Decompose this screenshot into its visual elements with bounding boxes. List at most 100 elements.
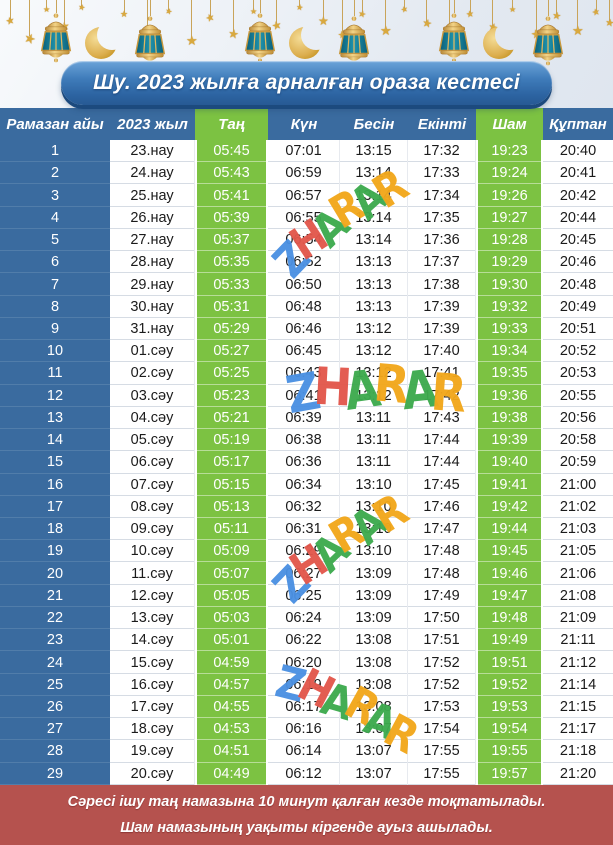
time-cell: 19:34	[476, 340, 543, 363]
time-cell: 13:14	[340, 228, 408, 252]
hanging-star: ★	[357, 0, 367, 20]
lantern-icon	[40, 13, 72, 63]
time-cell: 06:57	[268, 184, 340, 207]
time-cell: 06:43	[268, 362, 340, 385]
string	[577, 0, 579, 28]
time-cell: 19:48	[476, 606, 543, 630]
time-cell: 17:39	[408, 317, 476, 341]
time-cell: 06:17	[268, 695, 340, 719]
ramadan-day-cell: 12	[0, 384, 110, 407]
time-cell: 13:07	[340, 740, 408, 763]
column-header-6: Шам	[476, 108, 543, 140]
time-cell: 19:47	[476, 584, 543, 607]
lantern-icon	[134, 16, 166, 66]
hanging-star: ★	[5, 0, 16, 28]
time-cell: 17:49	[408, 584, 476, 607]
time-cell: 05:43	[195, 162, 268, 185]
time-cell: 21:08	[543, 584, 613, 607]
time-cell: 19:23	[476, 140, 543, 163]
crescent-moon	[480, 26, 524, 65]
time-cell: 20:41	[543, 162, 613, 185]
time-cell: 19:42	[476, 495, 543, 518]
time-cell: 06:36	[268, 451, 340, 474]
time-cell: 21:03	[543, 517, 613, 541]
time-cell: 06:50	[268, 273, 340, 296]
hanging-star: ★	[43, 0, 50, 14]
star-icon: ★	[604, 17, 613, 30]
time-cell: 04:51	[195, 740, 268, 763]
time-cell: 05:25	[195, 362, 268, 385]
time-cell: 13:12	[340, 362, 408, 385]
date-cell: 14.сәу	[110, 629, 195, 652]
ramadan-day-cell: 26	[0, 695, 110, 719]
date-cell: 25.нау	[110, 184, 195, 207]
time-cell: 13:12	[340, 317, 408, 341]
time-cell: 17:32	[408, 140, 476, 163]
time-cell: 13:11	[340, 406, 408, 430]
ramadan-day-cell: 2	[0, 162, 110, 185]
ramadan-day-cell: 5	[0, 228, 110, 252]
time-cell: 20:52	[543, 340, 613, 363]
time-cell: 21:17	[543, 718, 613, 741]
time-cell: 04:55	[195, 695, 268, 719]
lantern	[336, 0, 372, 71]
time-cell: 17:37	[408, 251, 476, 274]
date-cell: 18.сәу	[110, 718, 195, 741]
string	[426, 0, 428, 22]
time-cell: 06:41	[268, 384, 340, 407]
star-icon: ★	[572, 23, 584, 38]
time-cell: 19:54	[476, 718, 543, 741]
time-cell: 05:13	[195, 495, 268, 518]
ramadan-day-cell: 1	[0, 140, 110, 163]
date-cell: 04.сәу	[110, 406, 195, 430]
time-cell: 13:13	[340, 295, 408, 318]
time-cell: 17:55	[408, 740, 476, 763]
star-icon: ★	[186, 33, 198, 48]
date-cell: 19.сәу	[110, 740, 195, 763]
string	[209, 0, 211, 17]
hanging-star: ★	[295, 0, 304, 13]
ramadan-day-cell: 7	[0, 273, 110, 296]
date-cell: 12.сәу	[110, 584, 195, 607]
time-cell: 05:23	[195, 384, 268, 407]
date-cell: 01.сәу	[110, 340, 195, 363]
hanging-star: ★	[337, 0, 348, 42]
string	[595, 0, 597, 11]
time-cell: 19:40	[476, 451, 543, 474]
string	[469, 0, 471, 13]
footer-line-2: Шам намазының уақыты кіргенде ауыз ашыла…	[120, 819, 493, 836]
hanging-star: ★	[572, 0, 584, 38]
date-cell: 30.нау	[110, 295, 195, 318]
time-cell: 20:58	[543, 429, 613, 452]
time-cell: 06:59	[268, 162, 340, 185]
time-cell: 06:55	[268, 206, 340, 229]
date-cell: 05.сәу	[110, 429, 195, 452]
time-cell: 05:31	[195, 295, 268, 318]
ramadan-day-cell: 24	[0, 651, 110, 674]
time-cell: 13:13	[340, 251, 408, 274]
time-cell: 20:55	[543, 384, 613, 407]
time-cell: 19:24	[476, 162, 543, 185]
time-cell: 06:25	[268, 584, 340, 607]
time-cell: 19:39	[476, 429, 543, 452]
time-cell: 21:06	[543, 562, 613, 585]
time-cell: 19:49	[476, 629, 543, 652]
time-cell: 13:07	[340, 718, 408, 741]
hanging-star: ★	[529, 0, 543, 42]
hanging-star: ★	[271, 0, 283, 33]
lantern	[436, 0, 472, 68]
title-banner: Шу. 2023 жылға арналған ораза кестесі	[61, 61, 552, 105]
string	[232, 0, 234, 32]
time-cell: 05:01	[195, 629, 268, 652]
time-cell: 17:46	[408, 495, 476, 518]
time-cell: 06:46	[268, 317, 340, 341]
time-cell: 17:53	[408, 695, 476, 719]
time-cell: 06:16	[268, 718, 340, 741]
string	[146, 0, 148, 28]
time-cell: 21:11	[543, 629, 613, 652]
ramadan-day-cell: 13	[0, 406, 110, 430]
time-cell: 21:05	[543, 540, 613, 563]
time-cell: 20:56	[543, 406, 613, 430]
date-cell: 15.сәу	[110, 651, 195, 674]
time-cell: 06:48	[268, 295, 340, 318]
